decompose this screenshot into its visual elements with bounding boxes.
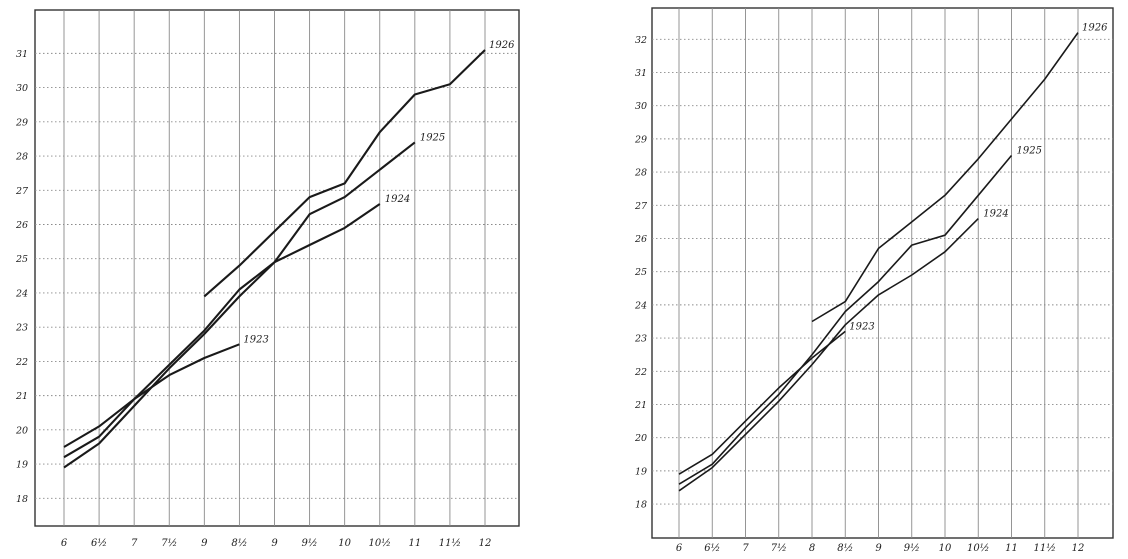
- plot-frame: [34, 9, 520, 527]
- x-tick-label: 11: [1005, 543, 1018, 554]
- y-tick-label: 26: [634, 234, 647, 245]
- y-tick-label: 24: [634, 300, 647, 311]
- x-tick-label: 8½: [231, 538, 247, 549]
- y-tick-label: 18: [635, 500, 647, 511]
- x-tick-label: 8½: [837, 543, 853, 554]
- series-label-1925: 1925: [1017, 145, 1042, 156]
- y-tick-label: 19: [16, 460, 28, 471]
- y-tick-label: 20: [634, 433, 647, 444]
- y-tick-label: 21: [634, 400, 647, 411]
- grid-lines: [35, 10, 519, 526]
- x-tick-label: 12: [479, 538, 492, 549]
- x-tick-label: 9½: [904, 543, 920, 554]
- y-tick-label: 30: [635, 101, 647, 112]
- x-tick-label: 11½: [439, 538, 461, 549]
- y-tick-label: 24: [15, 288, 28, 299]
- y-tick-label: 29: [634, 134, 647, 145]
- x-tick-label: 7: [131, 538, 138, 549]
- x-tick-label: 11: [408, 538, 421, 549]
- x-tick-label: 10½: [967, 543, 989, 554]
- series-label-1924: 1924: [385, 194, 410, 205]
- x-tick-label: 8: [809, 543, 815, 554]
- series-line-1923: [63, 343, 240, 448]
- x-tick-label: 9: [271, 538, 278, 549]
- x-tick-label: 11½: [1034, 543, 1056, 554]
- series-line-1926: [811, 32, 1079, 323]
- y-tick-label: 32: [635, 35, 647, 46]
- y-tick-label: 22: [15, 357, 28, 368]
- y-tick-label: 21: [15, 391, 28, 402]
- y-tick-label: 23: [634, 334, 647, 345]
- y-tick-label: 25: [15, 254, 28, 265]
- y-tick-label: 30: [16, 83, 28, 94]
- y-tick-label: 28: [634, 168, 647, 179]
- series-label-1923: 1923: [243, 334, 268, 345]
- y-tick-label: 25: [634, 267, 647, 278]
- y-tick-label: 27: [634, 201, 648, 212]
- y-tick-label: 23: [15, 323, 28, 334]
- series-line-1924: [63, 203, 381, 469]
- x-tick-label: 9: [875, 543, 882, 554]
- x-tick-label: 10: [338, 538, 351, 549]
- x-tick-label: 9½: [302, 538, 318, 549]
- x-tick-label: 12: [1072, 543, 1085, 554]
- y-tick-label: 18: [16, 494, 28, 505]
- series-line-1923: [678, 330, 846, 475]
- x-tick-label: 7½: [771, 543, 787, 554]
- y-tick-label: 28: [15, 152, 28, 163]
- x-tick-label: 7½: [161, 538, 177, 549]
- series-line-1926: [203, 49, 486, 298]
- series-label-1925: 1925: [420, 132, 445, 143]
- series-line-1925: [678, 154, 1013, 485]
- y-tick-label: 22: [634, 367, 647, 378]
- y-tick-label: 20: [15, 425, 28, 436]
- x-tick-label: 6: [676, 543, 683, 554]
- y-tick-label: 31: [635, 68, 647, 79]
- x-tick-label: 10½: [369, 538, 391, 549]
- plot-frame: [651, 7, 1114, 539]
- chart-panel-1: 18 19 20 21 22 23 24 25 26 27 28 29 30 31 6 6½ 7 7½ 9 8½ 9 9½…: [15, 9, 520, 549]
- series-label-1926: 1926: [489, 40, 515, 51]
- x-tick-label: 6½: [704, 543, 720, 554]
- y-tick-label: 26: [15, 220, 28, 231]
- series-label-1926: 1926: [1082, 23, 1108, 34]
- y-tick-label: 31: [16, 49, 28, 60]
- y-tick-label: 29: [15, 117, 28, 128]
- x-tick-label: 6½: [91, 538, 107, 549]
- chart-panel-2: 18 19 20 21 22 23 24 25 26 27 28 29 30 31 32 6 6½ 7 7½ 8 8½ 9…: [634, 7, 1114, 554]
- y-tick-label: 19: [635, 466, 647, 477]
- x-tick-label: 10: [939, 543, 952, 554]
- y-tick-label: 27: [15, 186, 29, 197]
- series-label-1924: 1924: [983, 209, 1008, 220]
- series-line-1925: [63, 141, 416, 459]
- x-tick-label: 6: [61, 538, 68, 549]
- series-label-1923: 1923: [849, 321, 874, 332]
- x-tick-label: 7: [742, 543, 749, 554]
- x-tick-label: 9: [201, 538, 208, 549]
